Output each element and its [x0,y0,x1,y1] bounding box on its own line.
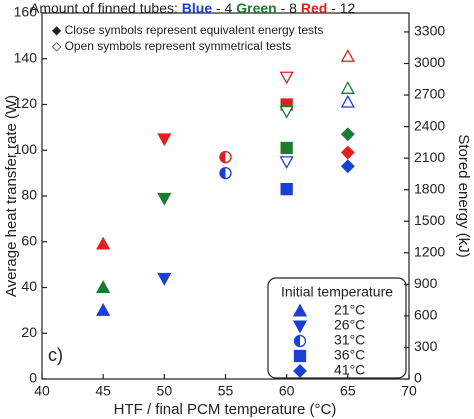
y2-tick-label: 1200 [414,243,445,259]
note: ◇ Open symbols represent symmetrical tes… [52,39,291,53]
y-axis-title: Average heat transfer rate (W) [3,95,20,297]
header-part: - 12 [327,0,355,16]
legend-label: 36°C [334,347,365,363]
y2-tick-label: 600 [414,307,438,323]
marker [292,303,308,317]
marker [293,334,307,348]
marker [292,320,308,334]
y-tick-label: 60 [21,232,37,248]
marker [96,303,111,316]
header-part: - 4 [212,0,236,16]
y-tick-label: 140 [14,49,38,65]
x-tick-label: 50 [157,383,173,399]
marker [340,159,355,174]
x-tick-label: 40 [34,383,50,399]
legend-label: 31°C [334,332,365,348]
x-tick-label: 60 [279,383,295,399]
legend-label: 41°C [334,362,365,378]
y2-tick-label: 900 [414,275,438,291]
y2-tick-label: 1500 [414,212,445,228]
y2-tick-label: 0 [414,370,422,386]
chart-header: Amount of finned tubes: Blue - 4 Green -… [30,0,356,16]
y2-tick-label: 1800 [414,180,445,196]
y2-tick-label: 3000 [414,54,445,70]
marker-half [294,335,300,347]
x-tick-label: 55 [218,383,234,399]
marker-half [220,167,226,179]
y-tick-label: 20 [21,324,37,340]
marker [157,133,172,147]
marker [279,156,294,170]
marker [219,166,232,180]
marker [280,182,293,196]
marker [279,105,294,119]
marker [340,94,355,108]
marker [280,141,293,155]
header-part: Red [301,0,327,16]
y-tick-label: 100 [14,141,38,157]
x-tick-label: 45 [95,383,111,399]
header-part: Blue [182,0,213,16]
marker [340,49,355,62]
y2-tick-label: 3300 [414,23,445,39]
marker [96,236,111,250]
y2-tick-label: 2100 [414,149,445,165]
x-tick-label: 70 [401,383,417,399]
legend-label: 21°C [334,302,365,318]
marker-half [220,151,226,163]
x-tick-label: 65 [340,383,356,399]
marker [340,127,355,142]
marker [293,349,307,363]
header-part: - 8 [277,0,301,16]
marker [219,150,232,164]
x-axis-title: HTF / final PCM temperature (°C) [114,401,337,418]
marker [157,192,172,206]
marker [279,71,294,85]
marker [96,280,111,293]
note: ◆ Close symbols represent equivalent ene… [52,23,323,37]
marker [293,364,307,378]
y-tick-label: 120 [14,95,38,111]
y-tick-label: 80 [21,187,37,203]
y-tick-label: 0 [29,370,37,386]
panel-label: c) [48,345,63,365]
y-tick-label: 40 [21,278,37,294]
y-tick-label: 160 [14,4,38,20]
y2-axis-title: Stored energy (kJ) [455,134,472,257]
marker [340,81,355,94]
header-part: Green [236,0,276,16]
marker [340,145,355,160]
header-part: Amount of finned tubes: [30,0,182,16]
marker [157,272,172,286]
legend-label: 26°C [334,317,365,333]
y2-tick-label: 2400 [414,117,445,133]
legend-title: Initial temperature [281,284,393,300]
y2-tick-label: 300 [414,338,438,354]
y2-tick-label: 2700 [414,86,445,102]
